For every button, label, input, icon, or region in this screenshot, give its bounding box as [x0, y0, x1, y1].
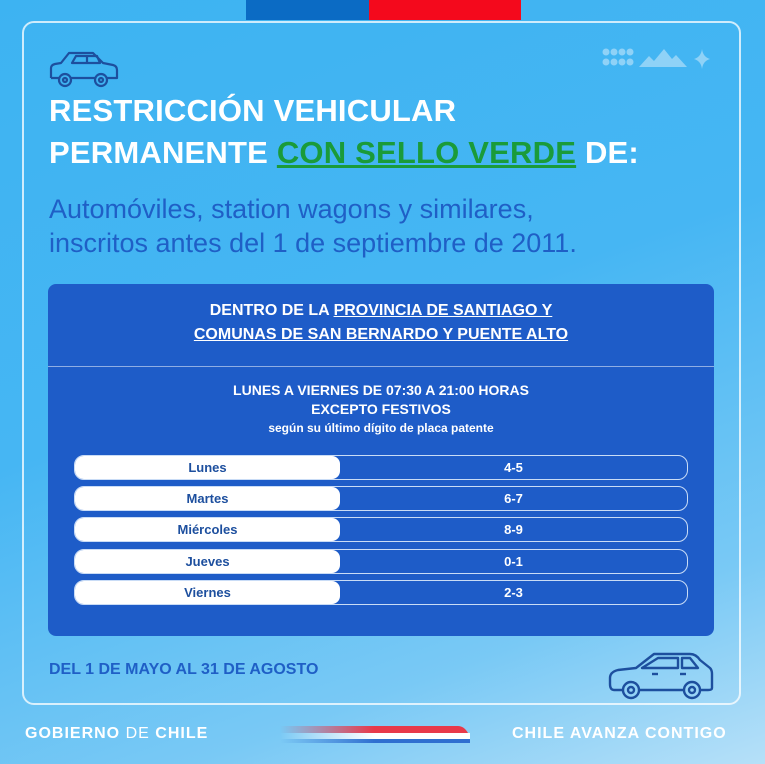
digits-cell: 4-5 — [504, 460, 523, 475]
day-cell: Martes — [75, 487, 340, 511]
title-prefix: PERMANENTE — [49, 135, 269, 170]
gobierno-de-chile-logo: GOBIERNO DE CHILE — [25, 725, 208, 743]
page-title: RESTRICCIÓN VEHICULAR PERMANENTE CON SEL… — [49, 90, 639, 174]
validity-period: DEL 1 DE MAYO AL 31 DE AGOSTO — [49, 661, 319, 678]
area-communes: COMUNAS DE SAN BERNARDO Y PUENTE ALTO — [193, 326, 569, 343]
title-line-1: RESTRICCIÓN VEHICULAR — [49, 93, 457, 128]
day-cell: Jueves — [75, 549, 340, 573]
schedule-info: LUNES A VIERNES DE 07:30 A 21:00 HORAS E… — [48, 381, 714, 437]
title-line-2: PERMANENTE CON SELLO VERDE DE: — [49, 132, 639, 174]
area-prefix: DENTRO DE LA — [209, 302, 330, 319]
table-row: Lunes 4-5 — [74, 455, 688, 480]
day-cell: Lunes — [75, 456, 340, 479]
table-row: Jueves 0-1 — [74, 548, 688, 574]
day-cell: Viernes — [75, 580, 340, 604]
logo-word-de: DE — [125, 725, 150, 742]
digits-cell: 0-1 — [504, 553, 523, 569]
car-icon — [49, 51, 119, 88]
title-suffix: DE: — [584, 135, 639, 170]
slogan: CHILE AVANZA CONTIGO — [512, 725, 727, 742]
subtitle-line-1: Automóviles, station wagons y similares, — [49, 194, 534, 224]
flag-blue-stripe — [246, 0, 369, 20]
digits-cell: 8-9 — [504, 522, 523, 538]
restriction-panel: DENTRO DE LA PROVINCIA DE SANTIAGO Y COM… — [48, 284, 714, 636]
content-card — [22, 21, 741, 705]
table-row: Viernes 2-3 — [74, 579, 688, 605]
subtitle: Automóviles, station wagons y similares,… — [49, 192, 577, 260]
sello-verde-highlight: CON SELLO VERDE — [276, 135, 577, 170]
car-icon — [608, 652, 714, 700]
area-heading: DENTRO DE LA PROVINCIA DE SANTIAGO Y COM… — [48, 284, 714, 367]
schedule-hours: LUNES A VIERNES DE 07:30 A 21:00 HORAS — [233, 382, 529, 398]
flag-red-stripe — [369, 0, 521, 20]
digits-cell: 6-7 — [504, 491, 523, 507]
flag-swoosh-icon — [280, 726, 470, 743]
subtitle-line-2: inscritos antes del 1 de septiembre de 2… — [49, 228, 577, 258]
logo-word-chile: CHILE — [155, 725, 209, 742]
restriction-table: Lunes 4-5 Martes 6-7 Miércoles 8-9 Jueves 0-… — [74, 455, 688, 611]
digits-cell: 2-3 — [504, 584, 523, 600]
table-row: Miércoles 8-9 — [74, 517, 688, 543]
schedule-exception: EXCEPTO FESTIVOS — [311, 401, 451, 417]
brand-decoration-icon — [602, 48, 710, 69]
logo-word-gobierno: GOBIERNO — [25, 725, 121, 742]
schedule-note: según su último dígito de placa patente — [268, 421, 494, 435]
area-province: PROVINCIA DE SANTIAGO Y — [333, 302, 553, 319]
day-cell: Miércoles — [75, 518, 340, 542]
table-row: Martes 6-7 — [74, 486, 688, 512]
